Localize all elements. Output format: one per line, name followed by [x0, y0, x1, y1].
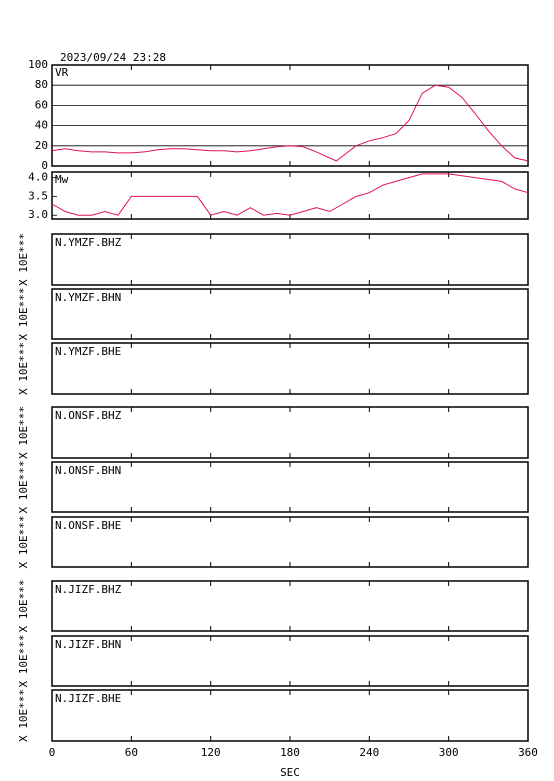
y-axis-label: X 10E*** [17, 516, 30, 569]
panel-frame [51, 171, 529, 220]
y-axis-label: X 10E*** [17, 580, 30, 633]
x-tick-label: 360 [518, 746, 538, 759]
y-tick-label: 60 [35, 98, 48, 111]
y-tick-label: 80 [35, 78, 48, 91]
y-tick-label: 40 [35, 119, 48, 132]
panel-frame [51, 233, 529, 286]
y-axis-label: X 10E*** [17, 689, 30, 742]
trace-name: N.JIZF.BHE [55, 692, 121, 705]
trace-name: N.YMZF.BHE [55, 345, 121, 358]
trace-name: N.ONSF.BHN [55, 464, 121, 477]
y-tick-label: 3.5 [28, 189, 48, 202]
panel-label: Mw [55, 173, 69, 186]
y-axis-label: X 10E*** [17, 635, 30, 688]
trace-name: N.ONSF.BHE [55, 519, 121, 532]
panel-label: VR [55, 66, 69, 79]
x-tick-label: 60 [125, 746, 138, 759]
trace-name: N.YMZF.BHN [55, 291, 121, 304]
panel-frame [51, 342, 529, 395]
y-tick-label: 4.0 [28, 171, 48, 184]
y-axis-label: X 10E*** [17, 342, 30, 395]
x-tick-label: 240 [359, 746, 379, 759]
panel-frame [51, 288, 529, 340]
panel-frame [51, 635, 529, 687]
x-tick-label: 120 [201, 746, 221, 759]
x-axis-label: SEC [280, 766, 300, 779]
panel-frame [51, 516, 529, 568]
panel-frame [51, 580, 529, 632]
trace-name: N.JIZF.BHZ [55, 583, 122, 596]
chart-title: 2023/09/24 23:28 [60, 51, 166, 64]
y-axis-label: X 10E*** [17, 233, 30, 286]
panel-frame [51, 406, 529, 459]
y-axis-label: X 10E*** [17, 406, 30, 459]
trace-name: N.ONSF.BHZ [55, 409, 122, 422]
y-tick-label: 3.0 [28, 208, 48, 221]
x-tick-label: 0 [49, 746, 56, 759]
y-tick-label: 0 [41, 159, 48, 172]
y-tick-label: 100 [28, 58, 48, 71]
y-tick-label: 20 [35, 139, 48, 152]
data-line [51, 173, 529, 216]
panel-frame [51, 64, 529, 167]
trace-name: N.YMZF.BHZ [55, 236, 122, 249]
panel-frame [51, 689, 529, 742]
trace-name: N.JIZF.BHN [55, 638, 121, 651]
y-axis-label: X 10E*** [17, 461, 30, 514]
data-line [51, 84, 529, 162]
y-axis-label: X 10E*** [17, 288, 30, 341]
panel-frame [51, 461, 529, 513]
x-tick-label: 180 [280, 746, 300, 759]
x-tick-label: 300 [439, 746, 459, 759]
